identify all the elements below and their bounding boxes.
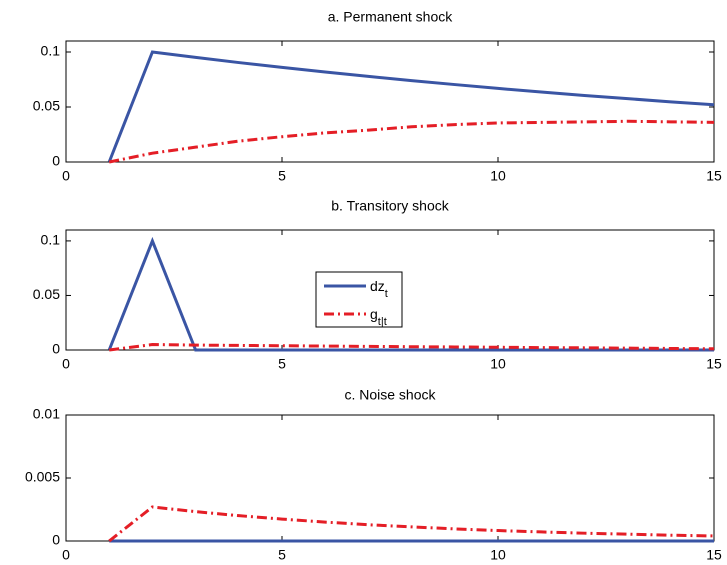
x-tick-label: 10 bbox=[490, 547, 506, 563]
y-tick-label: 0 bbox=[52, 532, 60, 548]
x-tick-label: 10 bbox=[490, 356, 506, 372]
y-tick-label: 0.05 bbox=[33, 98, 60, 114]
legend-subscript: t bbox=[385, 288, 388, 300]
x-tick-label: 5 bbox=[278, 356, 286, 372]
data-line bbox=[109, 343, 715, 352]
y-tick-label: 0.01 bbox=[33, 406, 60, 422]
x-tick-label: 0 bbox=[62, 356, 70, 372]
legend-box bbox=[315, 271, 403, 328]
chart-title: a. Permanent shock bbox=[328, 9, 454, 25]
y-tick-label: 0.1 bbox=[41, 43, 61, 59]
y-tick-label: 0.1 bbox=[41, 232, 61, 248]
data-line bbox=[107, 236, 714, 352]
y-tick-label: 0.005 bbox=[25, 469, 60, 485]
data-line bbox=[108, 505, 715, 543]
legend-name: dz bbox=[370, 278, 385, 294]
x-tick-label: 15 bbox=[706, 547, 722, 563]
legend-label: gt|t bbox=[370, 306, 387, 328]
legend-subscript: t|t bbox=[378, 316, 387, 328]
data-line bbox=[108, 119, 715, 164]
x-tick-label: 15 bbox=[706, 356, 722, 372]
x-tick-label: 10 bbox=[490, 168, 506, 184]
axes-box bbox=[65, 414, 715, 542]
y-tick-label: 0 bbox=[52, 153, 60, 169]
chart-title: b. Transitory shock bbox=[331, 198, 449, 214]
legend-name: g bbox=[370, 306, 378, 322]
x-tick-label: 0 bbox=[62, 547, 70, 563]
x-tick-label: 5 bbox=[278, 547, 286, 563]
x-tick-label: 5 bbox=[278, 168, 286, 184]
x-tick-label: 0 bbox=[62, 168, 70, 184]
y-tick-label: 0.05 bbox=[33, 286, 60, 302]
y-tick-label: 0 bbox=[52, 341, 60, 357]
x-tick-label: 15 bbox=[706, 168, 722, 184]
chart-title: c. Noise shock bbox=[344, 387, 436, 403]
data-line bbox=[107, 50, 715, 163]
legend-label: dzt bbox=[370, 278, 388, 300]
axes-box bbox=[65, 40, 715, 163]
